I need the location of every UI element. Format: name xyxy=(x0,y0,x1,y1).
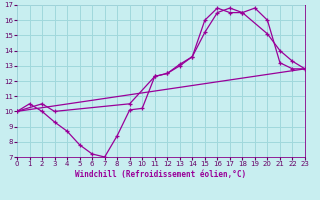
X-axis label: Windchill (Refroidissement éolien,°C): Windchill (Refroidissement éolien,°C) xyxy=(76,170,247,179)
